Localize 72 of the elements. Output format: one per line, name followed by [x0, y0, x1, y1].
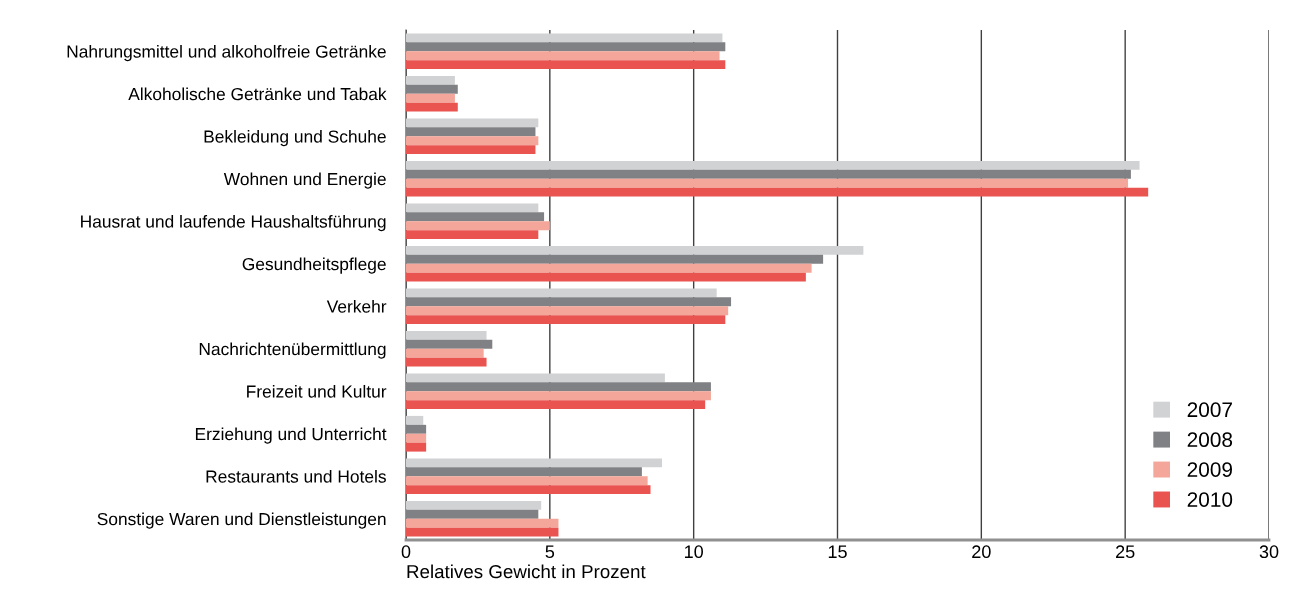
legend-label: 2008	[1187, 432, 1233, 448]
bar	[406, 527, 559, 537]
x-tick-label: 20	[972, 545, 991, 559]
bar	[406, 458, 663, 468]
x-tick-label: 0	[401, 545, 411, 559]
y-tick-label: Gesundheitspflege	[242, 257, 386, 274]
bar	[406, 400, 706, 410]
y-tick-label: Freizeit und Kultur	[247, 384, 387, 398]
bar	[406, 467, 642, 477]
bar	[406, 84, 458, 94]
bar	[406, 169, 1131, 179]
bar	[406, 509, 539, 519]
bar	[406, 373, 665, 383]
legend-label: 2007	[1187, 402, 1232, 418]
bar	[406, 297, 732, 307]
bar	[406, 127, 536, 137]
bar	[406, 33, 723, 43]
bar	[406, 348, 484, 358]
bar	[406, 306, 729, 316]
bar	[406, 263, 812, 273]
bar	[406, 357, 487, 367]
bar	[406, 221, 550, 231]
y-tick-label: Nachrichtenübermittlung	[199, 342, 386, 359]
bar	[406, 433, 427, 443]
bar	[406, 187, 1149, 197]
bar	[406, 500, 542, 510]
bar	[406, 42, 726, 52]
bar	[406, 178, 1129, 188]
bar	[406, 245, 864, 255]
x-axis-title: Relatives Gewicht in Prozent	[407, 564, 646, 579]
y-tick-label: Restaurants und Hotels	[206, 469, 386, 483]
bar	[406, 51, 720, 61]
bar	[406, 118, 539, 128]
y-tick-label: Hausrat und laufende Haushaltsführung	[81, 214, 386, 232]
bar	[406, 75, 455, 85]
bar	[406, 476, 648, 486]
y-tick-label: Alkoholische Getränke und Tabak	[128, 87, 387, 101]
x-tick-label: 10	[685, 545, 703, 559]
bar	[406, 136, 539, 146]
legend-label: 2010	[1187, 492, 1233, 507]
y-tick-label: Verkehr	[326, 299, 387, 313]
bar	[406, 254, 824, 264]
legend-label: 2009	[1187, 462, 1233, 477]
x-tick-label: 15	[828, 545, 847, 559]
bar	[406, 145, 536, 155]
bar	[406, 93, 455, 103]
bar	[406, 339, 493, 349]
bar	[406, 518, 559, 528]
x-tick-label: 5	[545, 545, 555, 559]
bar	[406, 288, 717, 298]
y-tick-label: Bekleidung und Schuhe	[204, 129, 386, 147]
bar	[406, 272, 806, 282]
bar	[406, 212, 545, 222]
bar	[406, 391, 711, 401]
bar	[406, 382, 711, 392]
y-tick-label: Erziehung und Unterricht	[195, 427, 387, 444]
bar	[406, 315, 726, 325]
bar	[406, 230, 539, 240]
bar	[406, 102, 458, 112]
bar	[406, 424, 427, 434]
y-tick-label: Nahrungsmittel und alkoholfreie Getränke	[67, 44, 386, 62]
bar	[406, 160, 1140, 170]
bar	[406, 60, 726, 70]
bar	[406, 415, 424, 425]
x-tick-label: 25	[1116, 545, 1135, 559]
bar	[406, 203, 539, 213]
bar	[406, 330, 487, 340]
bar	[406, 442, 427, 452]
y-tick-label: Sonstige Waren und Dienstleistungen	[97, 512, 386, 529]
bar	[406, 485, 651, 495]
y-tick-label: Wohnen und Energie	[223, 172, 386, 189]
x-tick-label: 30	[1259, 545, 1279, 559]
